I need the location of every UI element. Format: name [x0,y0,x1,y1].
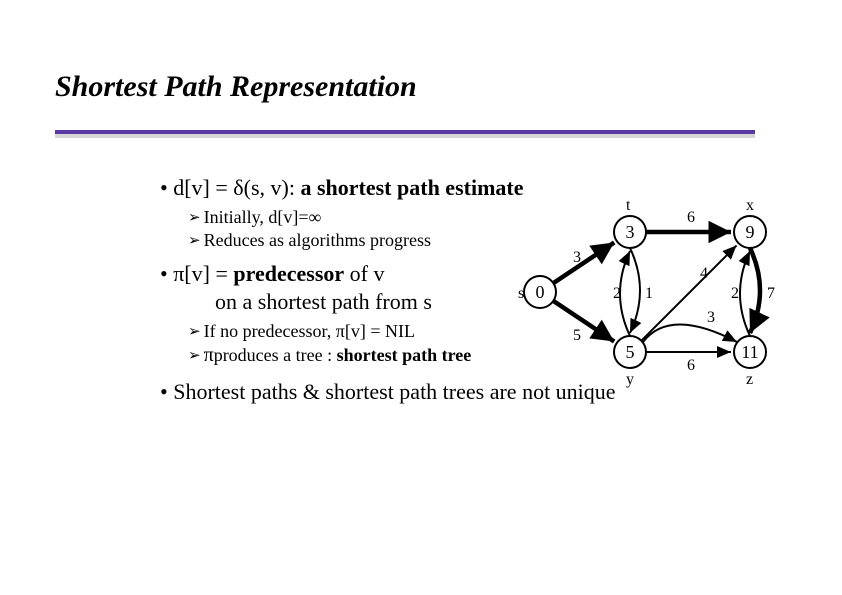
edge-weight: 7 [767,285,775,302]
edge-weight: 5 [573,327,581,344]
arrow-icon: ➢ [188,209,201,226]
edge-weight: 2 [731,285,739,302]
graph-edge [620,251,630,336]
graph-diagram: 35662142730s3t9x5y11z [515,192,795,392]
edge-weight: 3 [573,249,581,266]
title-underline [55,130,755,134]
graph-edge [553,301,614,342]
arrow-icon: ➢ [188,323,201,340]
bullet-2b-rest: produces a tree : [214,345,337,365]
page-title: Shortest Path Representation [55,70,417,104]
edge-weight: 3 [707,309,715,326]
edge-weight: 6 [687,209,695,226]
bullet-2-line2-text: on a shortest path from s [160,289,432,314]
arrow-icon: ➢ [188,232,201,249]
node-caption: y [626,371,634,388]
graph-edge [643,325,737,343]
bullet-1b-text: Reduces as algorithms progress [204,230,431,250]
bullet-2b-bold: shortest path tree [337,345,472,365]
bullet-1-text: • d[v] = δ(s, v): a shortest path estima… [160,175,524,200]
node-distance: 0 [536,282,545,302]
graph-edge [553,243,614,284]
node-caption: t [626,197,631,214]
pi-symbol: π [204,344,214,366]
node-caption: x [746,197,754,214]
node-distance: 3 [626,222,635,242]
graph-edge [630,248,640,333]
edge-weight: 4 [700,265,708,282]
node-distance: 9 [746,222,755,242]
graph-edge [740,251,750,336]
graph-edge [641,245,736,340]
node-caption: z [746,371,753,388]
bullet-2a-text: If no predecessor, π[v] = NIL [204,321,415,341]
graph-edge [750,248,760,333]
bullet-2-text: • π[v] = predecessor of v [160,261,385,286]
node-caption: s [518,285,524,302]
arrow-icon: ➢ [188,347,201,364]
node-distance: 11 [741,342,758,362]
edge-weight: 1 [645,285,653,302]
edge-weight: 6 [687,357,695,374]
node-distance: 5 [626,342,635,362]
bullet-1a-text: Initially, d[v]=∞ [204,207,322,227]
